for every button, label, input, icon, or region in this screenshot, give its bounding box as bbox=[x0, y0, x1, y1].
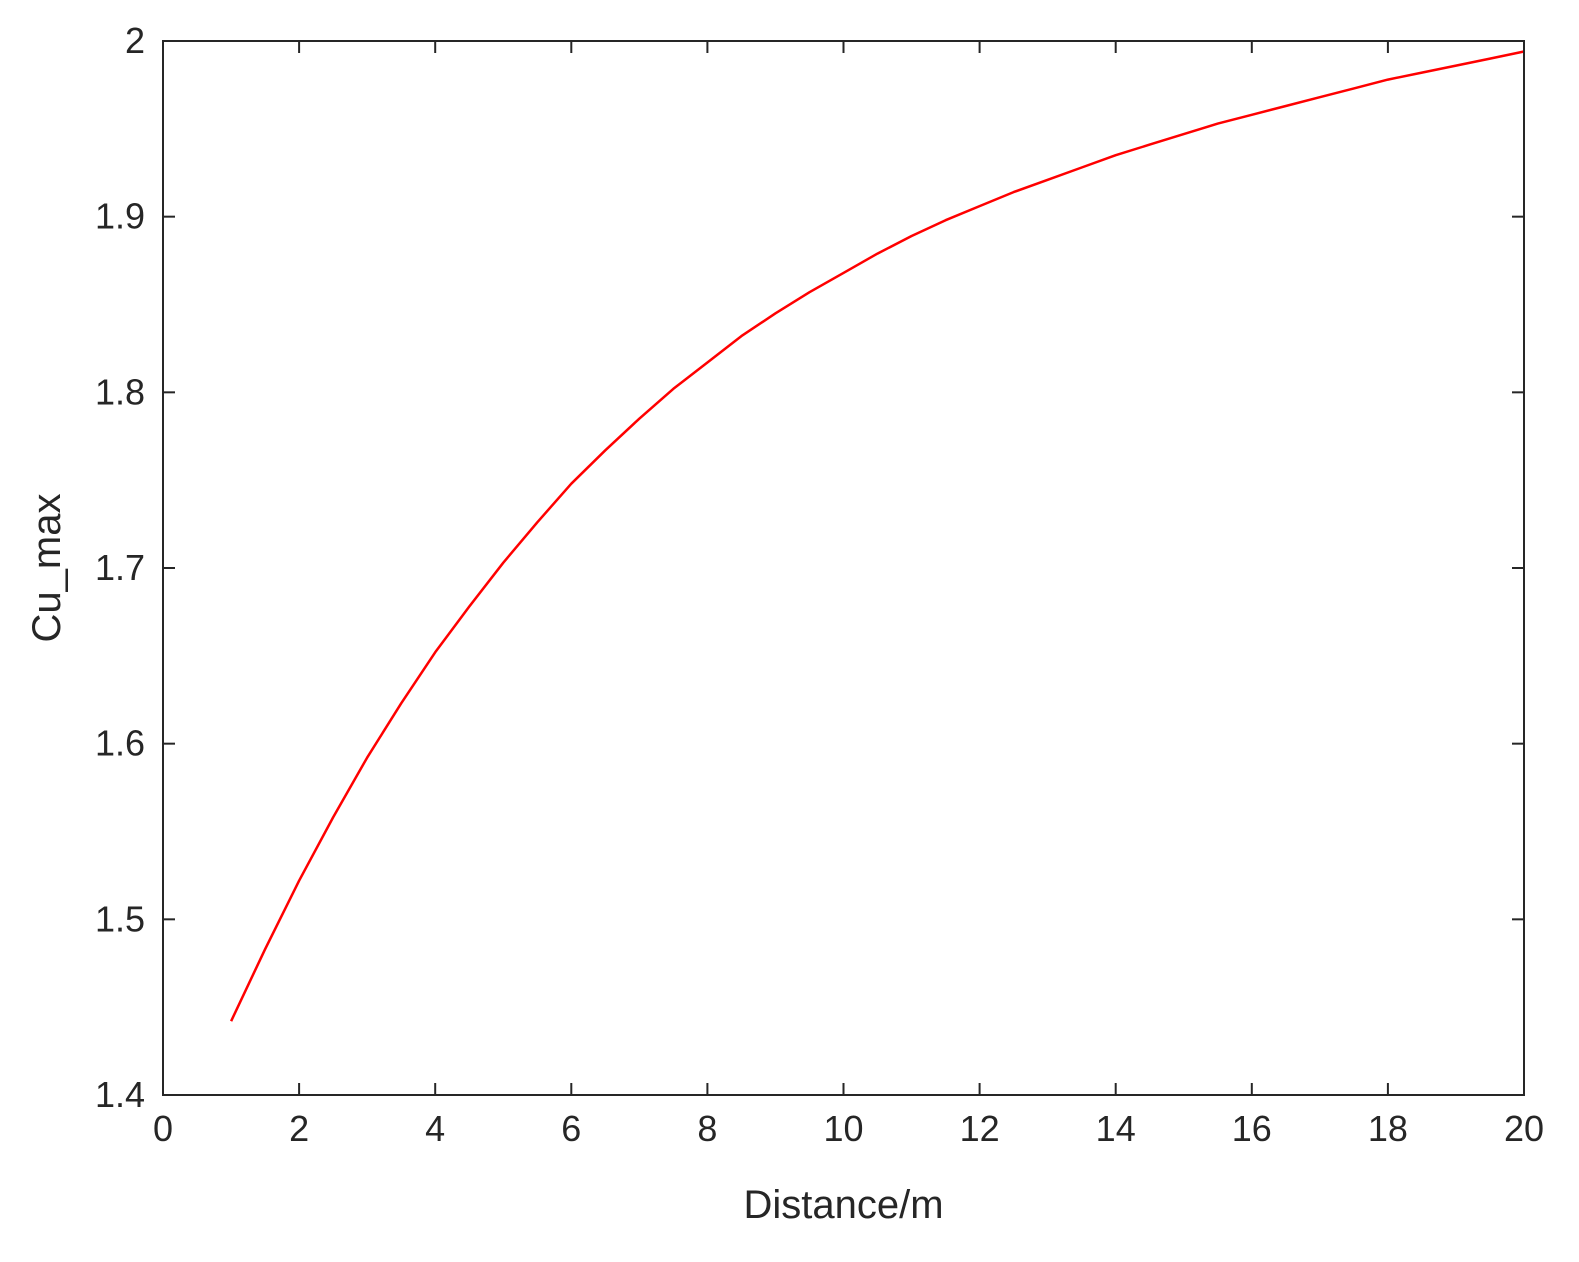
x-tick-label: 8 bbox=[697, 1108, 717, 1149]
x-axis-label: Distance/m bbox=[743, 1183, 943, 1227]
y-tick-labels: 1.4 1.5 1.6 1.7 1.8 1.9 2 bbox=[95, 20, 145, 1115]
y-tick-label: 1.6 bbox=[95, 723, 145, 764]
plot-area bbox=[163, 41, 1524, 1095]
x-tick-label: 10 bbox=[823, 1108, 863, 1149]
x-tick-label: 20 bbox=[1504, 1108, 1544, 1149]
series-layer bbox=[229, 50, 1525, 1022]
x-tick-label: 0 bbox=[153, 1108, 173, 1149]
y-axis-label: Cu_max bbox=[25, 494, 69, 643]
x-tick-label: 12 bbox=[960, 1108, 1000, 1149]
y-tick-label: 1.5 bbox=[95, 898, 145, 939]
y-tick-label: 1.8 bbox=[95, 371, 145, 412]
y-tick-label: 1.9 bbox=[95, 196, 145, 237]
series-line bbox=[229, 50, 1525, 1022]
x-tick-label: 2 bbox=[289, 1108, 309, 1149]
plot-frame bbox=[162, 40, 1525, 1096]
x-tick-label: 18 bbox=[1368, 1108, 1408, 1149]
y-tick-label: 2 bbox=[125, 20, 145, 61]
x-tick-label: 16 bbox=[1232, 1108, 1272, 1149]
x-tick-labels: 0 2 4 6 8 10 12 14 16 18 20 bbox=[153, 1108, 1544, 1149]
x-tick-label: 4 bbox=[425, 1108, 445, 1149]
y-tick-label: 1.7 bbox=[95, 547, 145, 588]
y-tick-label: 1.4 bbox=[95, 1074, 145, 1115]
x-tick-label: 6 bbox=[561, 1108, 581, 1149]
x-tick-label: 14 bbox=[1096, 1108, 1136, 1149]
